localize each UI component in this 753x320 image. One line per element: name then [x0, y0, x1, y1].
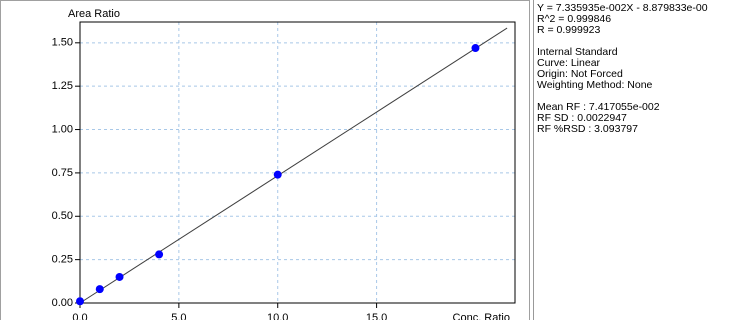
info-line: Y = 7.335935e-002X - 8.879833e-00: [537, 2, 708, 14]
y-tick-label: 0.00: [52, 297, 73, 309]
x-axis-label: Conc. Ratio: [453, 312, 510, 320]
y-axis-label: Area Ratio: [68, 8, 120, 20]
x-tick-label: 5.0: [171, 312, 186, 320]
data-point: [115, 272, 124, 281]
y-tick-label: 1.00: [52, 123, 73, 135]
info-line: R = 0.999923: [537, 24, 601, 36]
info-line: Curve: Linear: [537, 57, 601, 69]
info-line: Mean RF : 7.417055e-002: [537, 101, 660, 113]
x-tick-label: 0.0: [72, 312, 87, 320]
chart: Area Ratio 0.00 0.25 0.50 0.75 1.00 1.25 1.50 0…: [0, 0, 530, 320]
data-point: [95, 285, 104, 294]
info-line: Weighting Method: None: [537, 79, 653, 91]
y-tick-label: 1.50: [52, 37, 73, 49]
y-tick-label: 1.25: [52, 80, 73, 92]
info-panel: Y = 7.335935e-002X - 8.879833e-00 R^2 = 0…: [533, 0, 753, 320]
y-tick-label: 0.25: [52, 254, 73, 266]
y-tick-label: 0.75: [52, 167, 73, 179]
info-line: RF SD : 0.0022947: [537, 112, 627, 124]
data-point: [471, 44, 480, 53]
info-line: Origin: Not Forced: [537, 68, 623, 80]
y-tick-label: 0.50: [52, 210, 73, 222]
x-tick-label: 15.0: [366, 312, 387, 320]
data-point: [76, 297, 84, 306]
fit-line: [79, 27, 508, 304]
data-point: [155, 250, 164, 259]
data-point: [273, 170, 282, 179]
plot-border: [79, 21, 516, 304]
info-line: Internal Standard: [537, 46, 618, 58]
info-line: R^2 = 0.999846: [537, 13, 612, 25]
x-tick-label: 10.0: [267, 312, 288, 320]
info-line: RF %RSD : 3.093797: [537, 123, 638, 135]
